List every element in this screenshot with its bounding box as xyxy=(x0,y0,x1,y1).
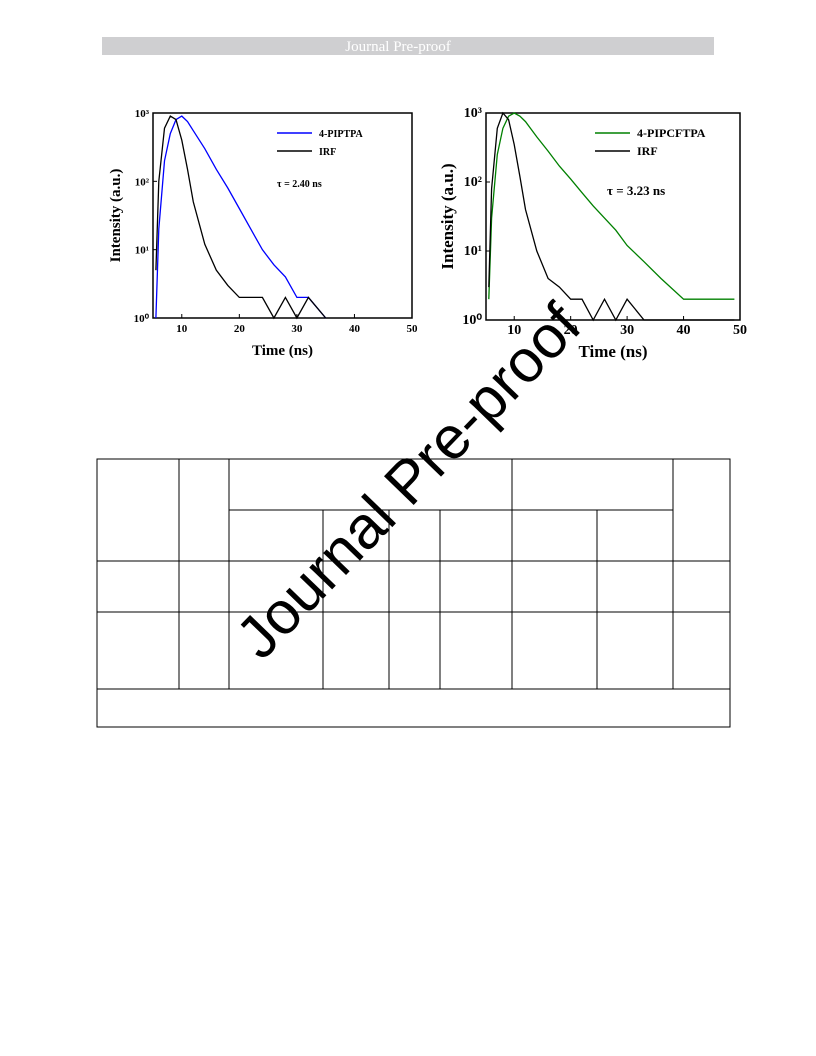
y-axis-label: Intensity (a.u.) xyxy=(438,163,457,269)
series-line xyxy=(488,111,735,322)
x-tick-label: 40 xyxy=(677,323,691,338)
y-tick-label: 10³ xyxy=(135,108,150,120)
chart-left: 10 20 30 40 50 10⁰ 10¹ 10² 10³ Time (ns) Intensity… xyxy=(108,108,418,359)
table xyxy=(96,458,731,728)
y-tick-label: 10⁰ xyxy=(134,313,150,325)
y-tick-label: 10³ xyxy=(464,106,482,121)
header-bar xyxy=(102,37,714,55)
plot-frame xyxy=(485,112,741,321)
y-tick-label: 10¹ xyxy=(135,245,149,257)
y-axis-label: Intensity (a.u.) xyxy=(108,169,124,263)
y-tick-label: 10² xyxy=(135,176,150,188)
y-tick-label: 10² xyxy=(464,175,482,190)
chart-right: 10 20 30 40 50 10⁰ 10¹ 10² 10³ Time (ns) Intensity… xyxy=(438,106,747,361)
annotation: τ = 2.40 ns xyxy=(277,179,322,190)
annotation: τ = 3.23 ns xyxy=(607,183,665,198)
legend-label: IRF xyxy=(637,144,658,158)
legend-label: 4-PIPTPA xyxy=(319,129,363,140)
x-tick-label: 20 xyxy=(234,323,246,335)
series-line xyxy=(155,115,327,319)
x-axis-label: Time (ns) xyxy=(578,342,647,361)
x-tick-label: 10 xyxy=(507,323,521,338)
x-tick-label: 10 xyxy=(176,323,188,335)
series-line xyxy=(155,115,327,320)
legend-label: IRF xyxy=(319,147,336,158)
plot-frame xyxy=(152,112,413,319)
series-line xyxy=(488,112,735,300)
x-tick-label: 50 xyxy=(733,323,747,338)
header-text: Journal Pre-proof xyxy=(345,39,450,55)
x-tick-label: 50 xyxy=(407,323,419,335)
x-tick-label: 40 xyxy=(349,323,361,335)
x-tick-label: 30 xyxy=(620,323,634,338)
y-tick-label: 10¹ xyxy=(464,244,482,259)
legend-label: 4-PIPCFTPA xyxy=(637,126,706,140)
table-border xyxy=(96,458,731,728)
y-tick-label: 10⁰ xyxy=(462,313,482,328)
x-tick-label: 20 xyxy=(564,323,578,338)
x-tick-label: 30 xyxy=(291,323,303,335)
x-axis-label: Time (ns) xyxy=(252,343,313,359)
